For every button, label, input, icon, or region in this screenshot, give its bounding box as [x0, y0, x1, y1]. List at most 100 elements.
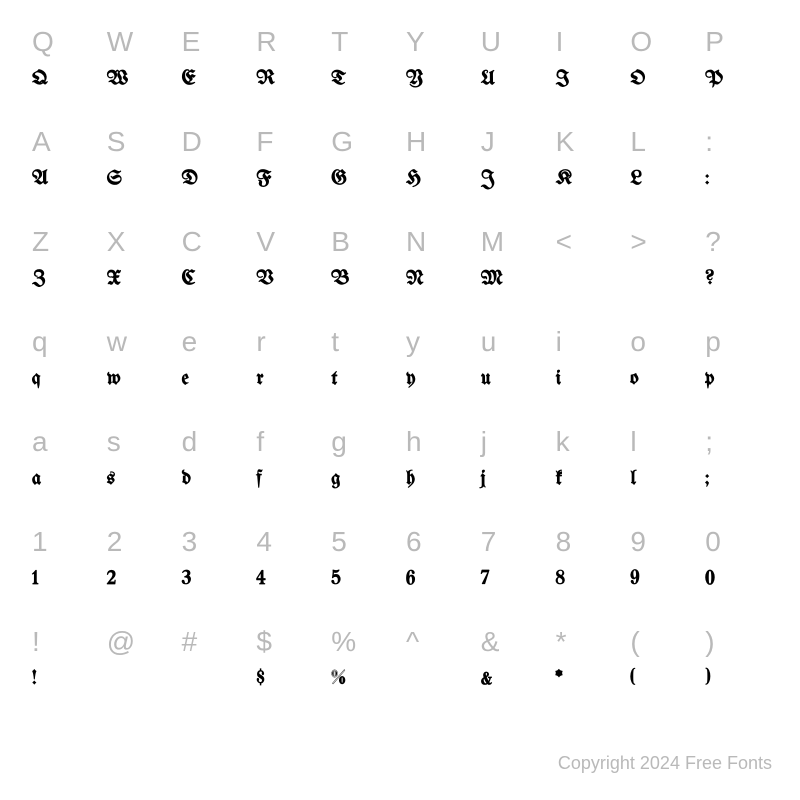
font-glyph: 3	[182, 566, 191, 594]
font-glyph: :	[705, 166, 709, 194]
font-glyph: q	[32, 366, 41, 394]
reference-character: 3	[182, 524, 198, 560]
reference-character: q	[32, 324, 48, 360]
font-glyph: I	[556, 66, 570, 94]
font-glyph: A	[32, 166, 48, 194]
glyph-cell: AA	[32, 120, 107, 220]
font-glyph: a	[32, 466, 41, 494]
font-glyph: y	[406, 366, 415, 394]
reference-character: l	[630, 424, 636, 460]
glyph-cell: CC	[182, 220, 257, 320]
reference-character: w	[107, 324, 127, 360]
glyph-cell: UU	[481, 20, 556, 120]
glyph-cell: 22	[107, 520, 182, 620]
reference-character: @	[107, 624, 135, 660]
font-glyph: t	[331, 366, 337, 394]
glyph-cell: ww	[107, 320, 182, 420]
font-glyph: (	[630, 666, 635, 694]
glyph-cell: 99	[630, 520, 705, 620]
glyph-cell: tt	[331, 320, 406, 420]
glyph-cell: ZZ	[32, 220, 107, 320]
glyph-cell: ii	[556, 320, 631, 420]
reference-character: #	[182, 624, 198, 660]
font-glyph: K	[556, 166, 572, 194]
font-glyph: ;	[705, 466, 708, 494]
font-glyph: X	[107, 266, 121, 294]
reference-character: <	[556, 224, 572, 260]
font-glyph: s	[107, 466, 115, 494]
glyph-cell: @	[107, 620, 182, 720]
glyph-cell: ss	[107, 420, 182, 520]
glyph-cell: EE	[182, 20, 257, 120]
glyph-cell: hh	[406, 420, 481, 520]
font-glyph: N	[406, 266, 424, 294]
copyright-text: Copyright 2024 Free Fonts	[558, 753, 772, 774]
glyph-cell: ((	[630, 620, 705, 720]
font-glyph: Y	[406, 66, 423, 94]
font-glyph: D	[182, 166, 198, 194]
font-glyph: l	[630, 466, 635, 494]
glyph-cell: !!	[32, 620, 107, 720]
font-glyph: $	[256, 666, 264, 694]
reference-character: G	[331, 124, 353, 160]
reference-character: Q	[32, 24, 54, 60]
glyph-cell: jj	[481, 420, 556, 520]
font-glyph: 4	[256, 566, 265, 594]
reference-character: j	[481, 424, 487, 460]
glyph-cell: 33	[182, 520, 257, 620]
reference-character: !	[32, 624, 40, 660]
font-glyph: S	[107, 166, 122, 194]
glyph-cell: RR	[256, 20, 331, 120]
font-glyph: R	[256, 66, 275, 94]
reference-character: s	[107, 424, 121, 460]
font-glyph: Z	[32, 266, 45, 294]
glyph-cell: dd	[182, 420, 257, 520]
font-glyph: r	[256, 366, 263, 394]
font-glyph: p	[705, 366, 714, 394]
font-glyph: F	[256, 166, 271, 194]
reference-character: Y	[406, 24, 425, 60]
reference-character: a	[32, 424, 48, 460]
reference-character: 5	[331, 524, 347, 560]
glyph-cell: #	[182, 620, 257, 720]
font-glyph: C	[182, 266, 196, 294]
reference-character: p	[705, 324, 721, 360]
reference-character: k	[556, 424, 570, 460]
reference-character: r	[256, 324, 265, 360]
reference-character: W	[107, 24, 133, 60]
glyph-cell: qq	[32, 320, 107, 420]
reference-character: L	[630, 124, 646, 160]
font-glyph: e	[182, 366, 189, 394]
font-glyph: h	[406, 466, 415, 494]
font-glyph: U	[481, 66, 495, 94]
font-glyph: H	[406, 166, 421, 194]
glyph-cell: &&	[481, 620, 556, 720]
reference-character: u	[481, 324, 497, 360]
reference-character: f	[256, 424, 264, 460]
font-glyph: *	[556, 666, 563, 694]
glyph-cell: rr	[256, 320, 331, 420]
reference-character: *	[556, 624, 567, 660]
reference-character: 9	[630, 524, 646, 560]
glyph-cell: 77	[481, 520, 556, 620]
glyph-cell: kk	[556, 420, 631, 520]
reference-character: V	[256, 224, 275, 260]
glyph-cell: DD	[182, 120, 257, 220]
glyph-cell: ^	[406, 620, 481, 720]
glyph-cell: ))	[705, 620, 780, 720]
glyph-cell: MM	[481, 220, 556, 320]
reference-character: O	[630, 24, 652, 60]
glyph-cell: KK	[556, 120, 631, 220]
reference-character: i	[556, 324, 562, 360]
reference-character: U	[481, 24, 501, 60]
reference-character: T	[331, 24, 348, 60]
font-glyph: !	[32, 666, 37, 694]
font-glyph: P	[705, 66, 723, 94]
reference-character: M	[481, 224, 504, 260]
glyph-cell: >	[630, 220, 705, 320]
glyph-cell: VV	[256, 220, 331, 320]
glyph-cell: 44	[256, 520, 331, 620]
glyph-cell: NN	[406, 220, 481, 320]
glyph-cell: PP	[705, 20, 780, 120]
reference-character: C	[182, 224, 202, 260]
